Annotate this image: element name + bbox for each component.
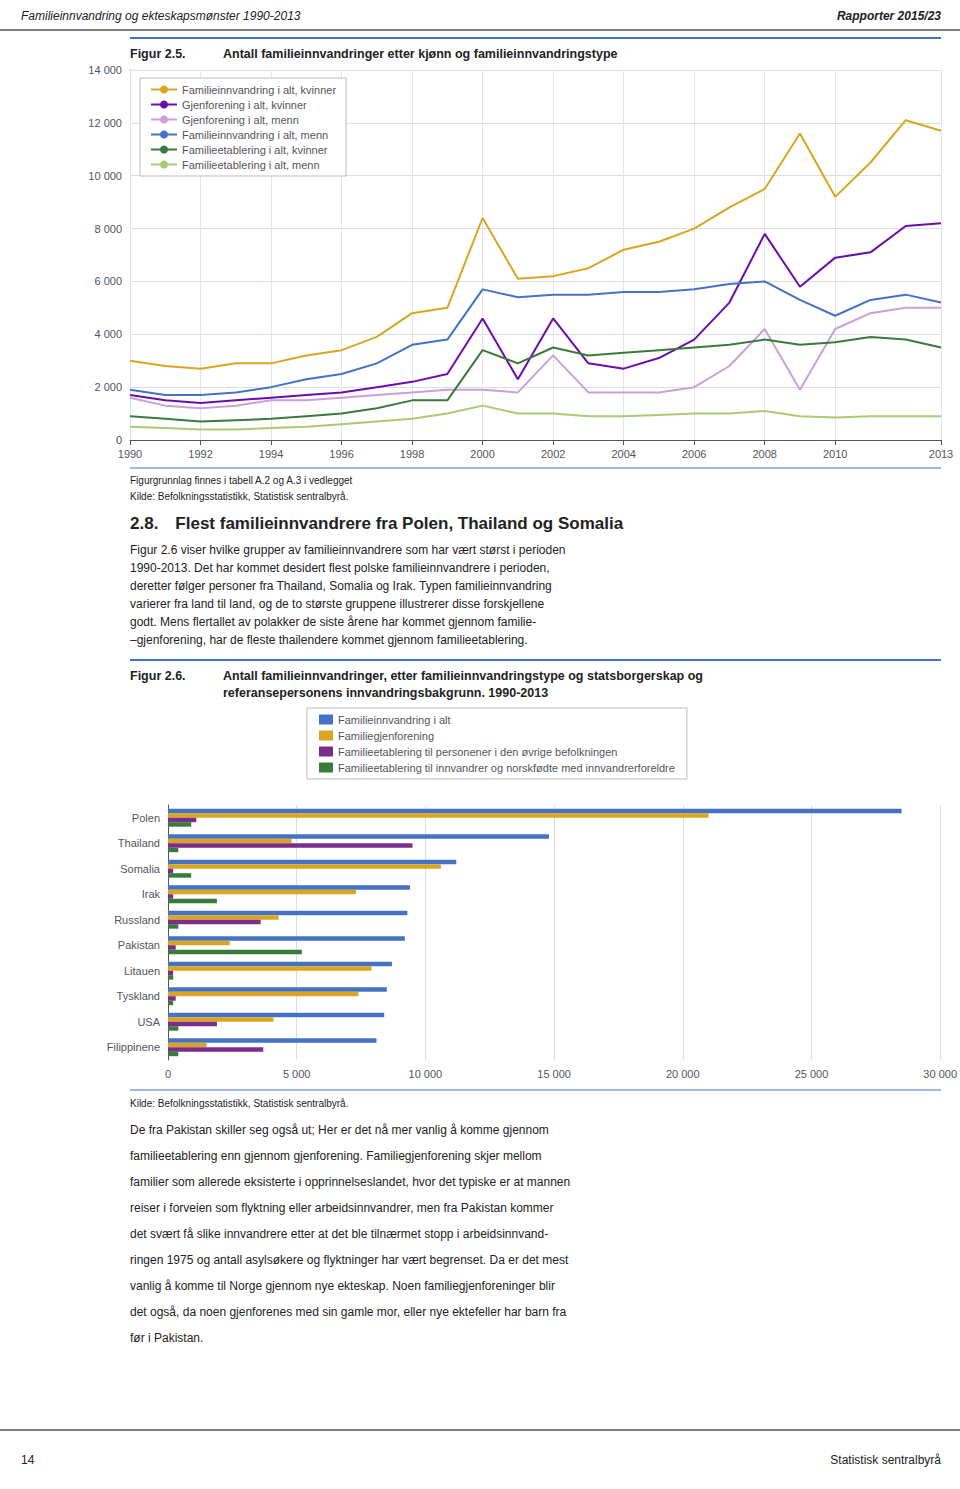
svg-text:2010: 2010 — [823, 448, 847, 460]
svg-text:Figur 2.6.: Figur 2.6. — [130, 669, 186, 683]
svg-text:Familieetablering i alt, kvinn: Familieetablering i alt, kvinner — [182, 144, 328, 156]
svg-text:–gjenforening, har de fleste t: –gjenforening, har de fleste thailendere… — [130, 633, 528, 647]
svg-text:Familieinnvandring i alt: Familieinnvandring i alt — [338, 714, 451, 726]
svg-text:Gjenforening i alt, kvinner: Gjenforening i alt, kvinner — [182, 99, 307, 111]
svg-text:2008: 2008 — [752, 448, 776, 460]
svg-text:Figur 2.5.: Figur 2.5. — [130, 47, 186, 61]
svg-text:referansepersonens innvandring: referansepersonens innvandringsbakgrunn.… — [223, 686, 548, 700]
svg-text:1998: 1998 — [400, 448, 424, 460]
svg-text:2.8. Flest familieinnvandrere: 2.8. Flest familieinnvandrere fra Polen,… — [130, 514, 624, 533]
svg-text:1994: 1994 — [259, 448, 283, 460]
svg-text:2004: 2004 — [611, 448, 635, 460]
svg-text:1992: 1992 — [188, 448, 212, 460]
svg-text:0: 0 — [116, 434, 122, 446]
svg-text:før i Pakistan.: før i Pakistan. — [130, 1331, 203, 1345]
svg-text:De fra Pakistan skiller seg og: De fra Pakistan skiller seg også ut; Her… — [130, 1123, 549, 1137]
svg-text:det også, da noen gjenforenes: det også, da noen gjenforenes med sin ga… — [130, 1305, 567, 1319]
svg-text:Antall familieinnvandringer et: Antall familieinnvandringer etter kjønn … — [223, 47, 618, 61]
svg-text:Familieinnvandring i alt, menn: Familieinnvandring i alt, menn — [182, 129, 328, 141]
svg-text:det svært få slike innvandrere: det svært få slike innvandrere etter at … — [130, 1227, 548, 1241]
svg-text:8 000: 8 000 — [94, 223, 122, 235]
svg-text:Familieetablering i alt, menn: Familieetablering i alt, menn — [182, 159, 320, 171]
svg-text:ringen 1975 og antall asylsøke: ringen 1975 og antall asylsøkere og flyk… — [130, 1253, 569, 1267]
svg-text:Litauen: Litauen — [124, 965, 160, 977]
svg-text:Figur 2.6 viser hvilke grupper: Figur 2.6 viser hvilke grupper av famili… — [130, 543, 566, 557]
svg-text:reiser i forveien som flyktnin: reiser i forveien som flyktning eller ar… — [130, 1201, 554, 1215]
svg-text:15 000: 15 000 — [537, 1068, 571, 1080]
svg-text:10 000: 10 000 — [409, 1068, 443, 1080]
svg-text:Pakistan: Pakistan — [118, 939, 160, 951]
svg-text:Tyskland: Tyskland — [117, 990, 160, 1002]
svg-text:4 000: 4 000 — [94, 328, 122, 340]
svg-text:10 000: 10 000 — [88, 170, 122, 182]
svg-text:Russland: Russland — [114, 914, 160, 926]
svg-text:2013: 2013 — [929, 448, 953, 460]
svg-text:Irak: Irak — [142, 888, 161, 900]
svg-text:2006: 2006 — [682, 448, 706, 460]
svg-text:USA: USA — [137, 1016, 160, 1028]
svg-text:godt. Mens flertallet av polak: godt. Mens flertallet av polakker de sis… — [130, 615, 536, 629]
svg-text:12 000: 12 000 — [88, 117, 122, 129]
svg-text:14: 14 — [21, 1453, 35, 1467]
svg-text:Kilde: Befolkningsstatistikk,: Kilde: Befolkningsstatistikk, Statistisk… — [130, 491, 348, 502]
svg-text:Polen: Polen — [132, 812, 160, 824]
svg-text:Thailand: Thailand — [118, 837, 160, 849]
svg-text:Kilde: Befolkningsstatistikk,: Kilde: Befolkningsstatistikk, Statistisk… — [130, 1098, 348, 1109]
svg-text:Antall familieinnvandringer, e: Antall familieinnvandringer, etter famil… — [223, 669, 703, 683]
svg-text:Figurgrunnlag finnes i tabell: Figurgrunnlag finnes i tabell A.2 og A.3… — [130, 475, 353, 486]
svg-text:Statistisk sentralbyrå: Statistisk sentralbyrå — [830, 1453, 941, 1467]
svg-text:1996: 1996 — [329, 448, 353, 460]
svg-text:30 000: 30 000 — [923, 1068, 957, 1080]
svg-text:25 000: 25 000 — [795, 1068, 829, 1080]
svg-text:Familieetablering til personen: Familieetablering til personener i den ø… — [338, 746, 617, 758]
svg-text:Familiegjenforening: Familiegjenforening — [338, 730, 434, 742]
svg-text:1990: 1990 — [118, 448, 142, 460]
svg-text:vanlig å komme til Norge gjenn: vanlig å komme til Norge gjennom nye ekt… — [130, 1279, 555, 1293]
svg-text:Familieinnvandring og ekteskap: Familieinnvandring og ekteskapsmønster 1… — [21, 9, 301, 23]
svg-text:familier som allerede eksister: familier som allerede eksisterte i oppri… — [130, 1175, 570, 1189]
svg-text:2 000: 2 000 — [94, 381, 122, 393]
svg-text:20 000: 20 000 — [666, 1068, 700, 1080]
svg-text:familieetablering enn gjennom: familieetablering enn gjennom gjenforeni… — [130, 1149, 542, 1163]
svg-text:2002: 2002 — [541, 448, 565, 460]
svg-text:Somalia: Somalia — [120, 863, 161, 875]
svg-text:5 000: 5 000 — [283, 1068, 311, 1080]
svg-text:Familieinnvandring i alt, kvin: Familieinnvandring i alt, kvinner — [182, 84, 336, 96]
svg-text:Filippinene: Filippinene — [107, 1041, 160, 1053]
svg-text:14 000: 14 000 — [88, 64, 122, 76]
svg-text:2000: 2000 — [470, 448, 494, 460]
svg-text:Rapporter 2015/23: Rapporter 2015/23 — [837, 9, 941, 23]
svg-text:varierer fra land til land, og: varierer fra land til land, og de to stø… — [130, 597, 545, 611]
svg-text:Gjenforening i alt, menn: Gjenforening i alt, menn — [182, 114, 299, 126]
svg-text:Familieetablering til innvandr: Familieetablering til innvandrer og nors… — [338, 762, 675, 774]
svg-text:0: 0 — [165, 1068, 171, 1080]
svg-text:deretter følger personer fra T: deretter følger personer fra Thailand, S… — [130, 579, 552, 593]
svg-text:6 000: 6 000 — [94, 275, 122, 287]
svg-text:1990-2013. Det har kommet desi: 1990-2013. Det har kommet desidert flest… — [130, 561, 550, 575]
